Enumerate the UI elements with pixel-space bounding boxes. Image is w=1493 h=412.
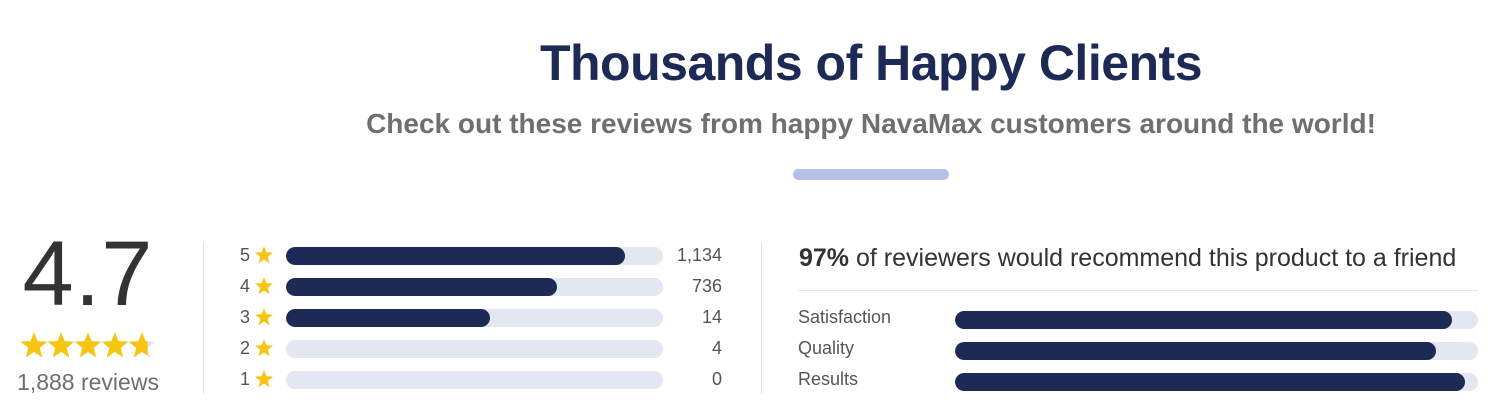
recommend-divider bbox=[798, 290, 1478, 291]
title-accent-bar bbox=[793, 169, 949, 180]
star-icon bbox=[254, 338, 274, 358]
star-filled-icon bbox=[101, 332, 129, 358]
distribution-bar bbox=[286, 247, 663, 265]
distribution-row[interactable]: 4 736 bbox=[238, 275, 728, 299]
column-divider-right bbox=[761, 242, 762, 394]
attribute-bar-fill bbox=[955, 373, 1465, 391]
attribute-row-quality: Quality bbox=[798, 338, 1480, 362]
star-icon bbox=[254, 369, 274, 389]
column-divider-left bbox=[203, 242, 204, 394]
recommendation-text: 97% of reviewers would recommend this pr… bbox=[799, 244, 1456, 273]
distribution-count: 736 bbox=[691, 276, 722, 296]
attribute-row-satisfaction: Satisfaction bbox=[798, 307, 1480, 331]
star-level-label: 1 bbox=[240, 369, 251, 389]
distribution-count: 4 bbox=[711, 338, 722, 358]
rating-stars bbox=[20, 331, 160, 361]
average-rating: 4.7 bbox=[22, 223, 154, 325]
attribute-bar bbox=[955, 342, 1478, 360]
star-level-label: 4 bbox=[240, 276, 251, 296]
distribution-row[interactable]: 1 0 bbox=[238, 368, 728, 392]
star-filled-icon bbox=[20, 332, 48, 358]
distribution-count: 14 bbox=[701, 307, 722, 327]
attribute-bar-fill bbox=[955, 342, 1437, 360]
distribution-bar-fill bbox=[286, 278, 558, 296]
distribution-bar bbox=[286, 340, 663, 358]
star-level-label: 5 bbox=[240, 245, 251, 265]
attribute-row-results: Results bbox=[798, 369, 1480, 393]
review-count[interactable]: 1,888 reviews bbox=[17, 369, 159, 395]
star-filled-icon bbox=[47, 332, 75, 358]
distribution-bar bbox=[286, 309, 663, 327]
attribute-label: Results bbox=[798, 369, 859, 389]
star-rating-icon bbox=[20, 332, 156, 358]
star-icon bbox=[254, 245, 274, 265]
star-icon bbox=[254, 307, 274, 327]
distribution-row[interactable]: 5 1,134 bbox=[238, 244, 728, 268]
recommend-sentence: of reviewers would recommend this produc… bbox=[849, 244, 1457, 272]
attribute-label: Satisfaction bbox=[798, 307, 892, 327]
distribution-row[interactable]: 2 4 bbox=[238, 337, 728, 361]
distribution-bar bbox=[286, 278, 663, 296]
attribute-bar bbox=[955, 373, 1478, 391]
distribution-row[interactable]: 3 14 bbox=[238, 306, 728, 330]
distribution-bar-fill bbox=[286, 309, 490, 327]
star-filled-icon bbox=[74, 332, 102, 358]
distribution-bar bbox=[286, 371, 663, 389]
star-filled-icon bbox=[128, 332, 148, 358]
attribute-bar bbox=[955, 311, 1478, 329]
recommend-percent: 97% bbox=[799, 244, 850, 272]
distribution-count: 1,134 bbox=[676, 245, 722, 265]
star-icon bbox=[254, 276, 274, 296]
section-subtitle: Check out these reviews from happy NavaM… bbox=[366, 108, 1376, 139]
distribution-count: 0 bbox=[711, 369, 722, 389]
star-level-label: 3 bbox=[240, 307, 251, 327]
section-title: Thousands of Happy Clients bbox=[539, 35, 1203, 91]
attribute-label: Quality bbox=[798, 338, 855, 358]
star-level-label: 2 bbox=[240, 338, 251, 358]
distribution-bar-fill bbox=[286, 247, 626, 265]
attribute-bar-fill bbox=[955, 311, 1452, 329]
